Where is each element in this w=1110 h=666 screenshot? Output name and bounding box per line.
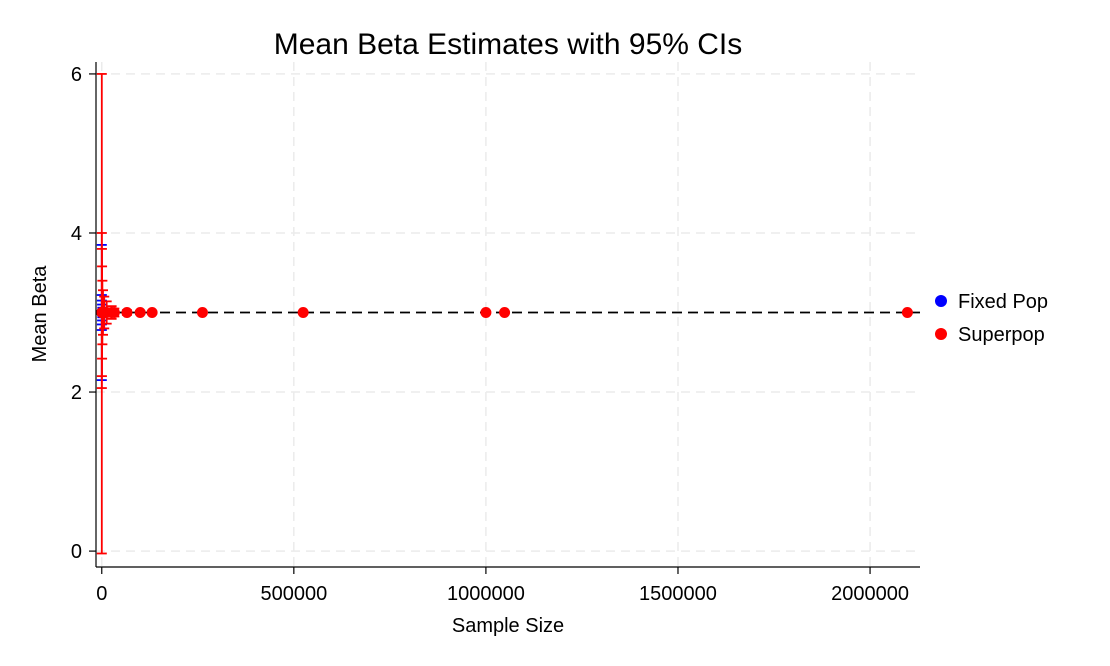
x-tick-label: 0 — [96, 583, 107, 605]
y-tick-label: 4 — [71, 223, 82, 245]
y-axis-label: Mean Beta — [29, 265, 51, 363]
grid — [96, 62, 920, 567]
axes — [95, 62, 920, 568]
superpop-point — [297, 307, 309, 319]
x-tick-label: 1500000 — [639, 583, 717, 605]
legend-marker-fixed-pop — [935, 295, 947, 307]
superpop-point — [499, 307, 511, 319]
y-ticks: 0 2 4 6 — [71, 64, 96, 563]
superpop-point — [121, 307, 133, 319]
legend: Fixed Pop Superpop — [935, 291, 1048, 346]
x-axis-label: Sample Size — [452, 615, 564, 637]
x-tick-label: 2000000 — [831, 583, 909, 605]
superpop-point — [901, 307, 913, 319]
x-tick-label: 500000 — [260, 583, 327, 605]
legend-marker-superpop — [935, 328, 947, 340]
superpop-point — [480, 307, 492, 319]
y-tick-label: 6 — [71, 64, 82, 86]
superpop-point — [196, 307, 208, 319]
data-points — [96, 307, 913, 319]
superpop-point — [146, 307, 158, 319]
y-tick-label: 2 — [71, 382, 82, 404]
legend-label-superpop: Superpop — [958, 324, 1045, 346]
y-tick-label: 0 — [71, 541, 82, 563]
chart-title: Mean Beta Estimates with 95% CIs — [274, 28, 743, 61]
legend-label-fixed-pop: Fixed Pop — [958, 291, 1048, 313]
x-tick-label: 1000000 — [447, 583, 525, 605]
x-ticks: 0 500000 1000000 1500000 2000000 — [96, 567, 909, 605]
superpop-point — [134, 307, 146, 319]
superpop-point — [108, 307, 120, 319]
